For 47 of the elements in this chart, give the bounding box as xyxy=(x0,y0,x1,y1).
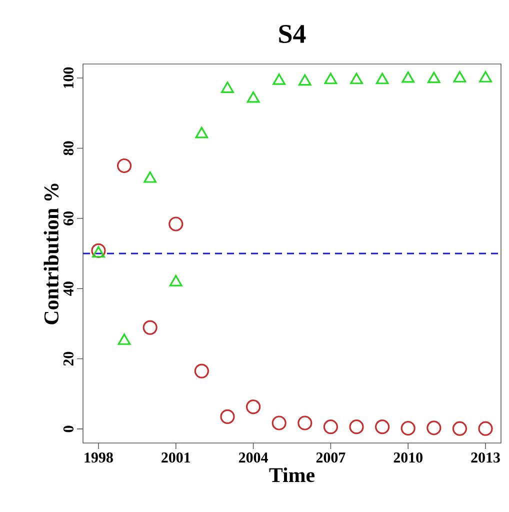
point xyxy=(116,158,132,174)
point xyxy=(194,364,209,378)
point xyxy=(92,246,105,258)
point xyxy=(324,72,338,84)
y-tick-label: 0 xyxy=(63,426,74,432)
x-tick-label: 1998 xyxy=(84,452,113,463)
y-tick-label: 100 xyxy=(63,67,74,88)
point xyxy=(427,72,440,84)
point xyxy=(452,421,468,436)
x-tick-label: 2007 xyxy=(316,452,346,463)
point xyxy=(246,400,261,414)
point xyxy=(91,243,106,258)
point xyxy=(168,216,184,232)
point xyxy=(169,274,182,286)
point xyxy=(272,416,286,430)
point xyxy=(298,74,312,86)
point xyxy=(246,91,260,103)
point xyxy=(195,126,208,138)
point xyxy=(376,72,389,84)
point xyxy=(118,334,131,345)
point xyxy=(402,71,415,83)
x-tick-label: 2001 xyxy=(162,452,190,463)
point xyxy=(349,420,364,434)
point xyxy=(272,74,286,85)
y-axis-title: Contribution % xyxy=(44,184,59,324)
point xyxy=(144,171,157,183)
y-tick-label: 40 xyxy=(63,282,74,296)
point xyxy=(298,416,312,430)
point xyxy=(375,420,390,434)
x-tick-label: 2010 xyxy=(394,452,422,463)
point xyxy=(426,420,442,436)
x-tick-label: 2013 xyxy=(471,452,500,463)
point xyxy=(478,421,493,436)
y-tick-label: 80 xyxy=(63,141,74,156)
point xyxy=(323,420,338,434)
point xyxy=(453,71,466,82)
y-tick-label: 20 xyxy=(63,352,74,366)
point xyxy=(220,409,235,424)
point xyxy=(221,82,234,93)
y-tick-label: 60 xyxy=(63,211,74,226)
point xyxy=(400,420,416,436)
point xyxy=(350,72,363,84)
point xyxy=(479,71,492,82)
chart-title: S4 xyxy=(279,24,306,44)
x-axis-title: Time xyxy=(269,467,315,482)
point xyxy=(142,320,158,335)
x-tick-label: 2004 xyxy=(238,452,268,463)
